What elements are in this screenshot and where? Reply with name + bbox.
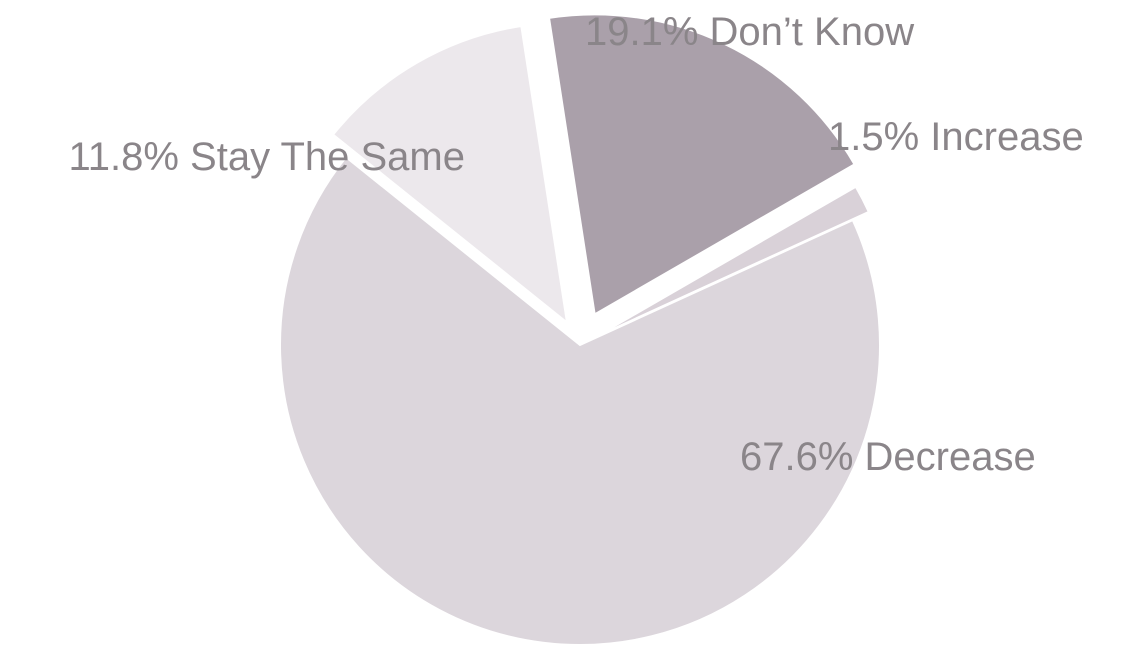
pie-labels: 1.5% Increase 67.6% Decrease 11.8% Stay Th… (68, 10, 1083, 479)
pie-label-3: 19.1% Don’t Know (585, 10, 914, 54)
pie-slice-2 (331, 24, 569, 325)
pie-label-1: 67.6% Decrease (740, 435, 1036, 479)
pie-slice-3 (547, 13, 856, 316)
pie-slice-0 (595, 185, 871, 338)
pie-slices (279, 13, 881, 646)
pie-label-2: 11.8% Stay The Same (68, 135, 465, 179)
pie-label-0: 1.5% Increase (828, 115, 1084, 159)
pie-slice-1 (279, 155, 881, 646)
